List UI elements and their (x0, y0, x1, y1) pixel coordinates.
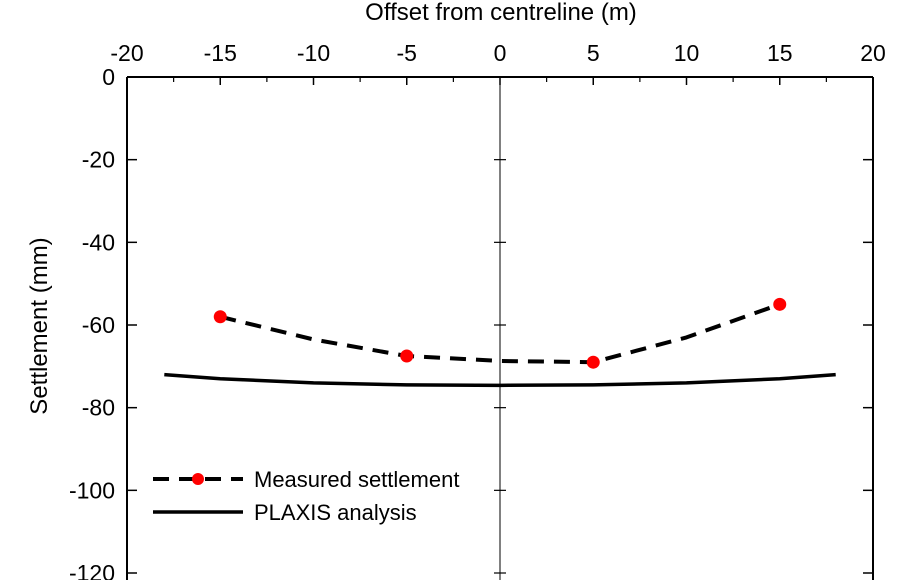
y-tick-label: -40 (82, 229, 115, 255)
y-tick-label: -60 (82, 312, 115, 338)
x-tick-label: 15 (767, 40, 793, 66)
x-tick-label: 20 (860, 40, 886, 66)
y-tick-label: -120 (69, 560, 115, 580)
x-axis-title: Offset from centreline (m) (365, 0, 637, 26)
legend-plaxis-label: PLAXIS analysis (254, 500, 417, 525)
legend-measured-label: Measured settlement (254, 467, 459, 492)
series-lines (164, 302, 836, 388)
x-tick-label: -5 (397, 40, 417, 66)
series-markers (213, 297, 787, 369)
measured-settlement-point (400, 349, 414, 363)
y-tick-label: -100 (69, 477, 115, 503)
x-tick-label: -20 (110, 40, 143, 66)
x-tick-label: 0 (494, 40, 507, 66)
y-tick-label: -20 (82, 147, 115, 173)
x-tick-label: 5 (587, 40, 600, 66)
measured-settlement-line (219, 302, 781, 365)
x-tick-label: -15 (204, 40, 237, 66)
y-tick-labels: 0 -20 -40 -60 -80 -100 -120 (69, 64, 115, 580)
plaxis-analysis-line (164, 372, 836, 388)
y-tick-label: 0 (102, 64, 115, 90)
measured-settlement-point (213, 310, 227, 324)
y-axis-title: Settlement (mm) (26, 237, 53, 414)
legend: Measured settlement PLAXIS analysis (153, 467, 459, 525)
axis-ticks (126, 76, 874, 574)
x-tick-label: -10 (297, 40, 330, 66)
measured-settlement-point (586, 355, 600, 369)
measured-settlement-point (773, 297, 787, 311)
y-tick-label: -80 (82, 395, 115, 421)
x-tick-label: 10 (674, 40, 700, 66)
legend-measured-marker (192, 473, 204, 485)
x-tick-labels: -20 -15 -10 -5 0 5 10 15 20 (110, 40, 885, 66)
